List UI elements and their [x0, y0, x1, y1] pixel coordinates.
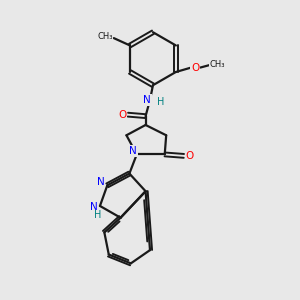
Text: N: N: [143, 95, 151, 105]
Text: O: O: [118, 110, 126, 120]
Text: H: H: [94, 210, 101, 220]
Text: H: H: [157, 97, 164, 107]
Text: O: O: [191, 63, 199, 73]
Text: N: N: [97, 177, 105, 188]
Text: CH₃: CH₃: [210, 59, 226, 68]
Text: N: N: [129, 146, 137, 156]
Text: CH₃: CH₃: [97, 32, 113, 41]
Text: N: N: [90, 202, 97, 212]
Text: O: O: [186, 151, 194, 161]
